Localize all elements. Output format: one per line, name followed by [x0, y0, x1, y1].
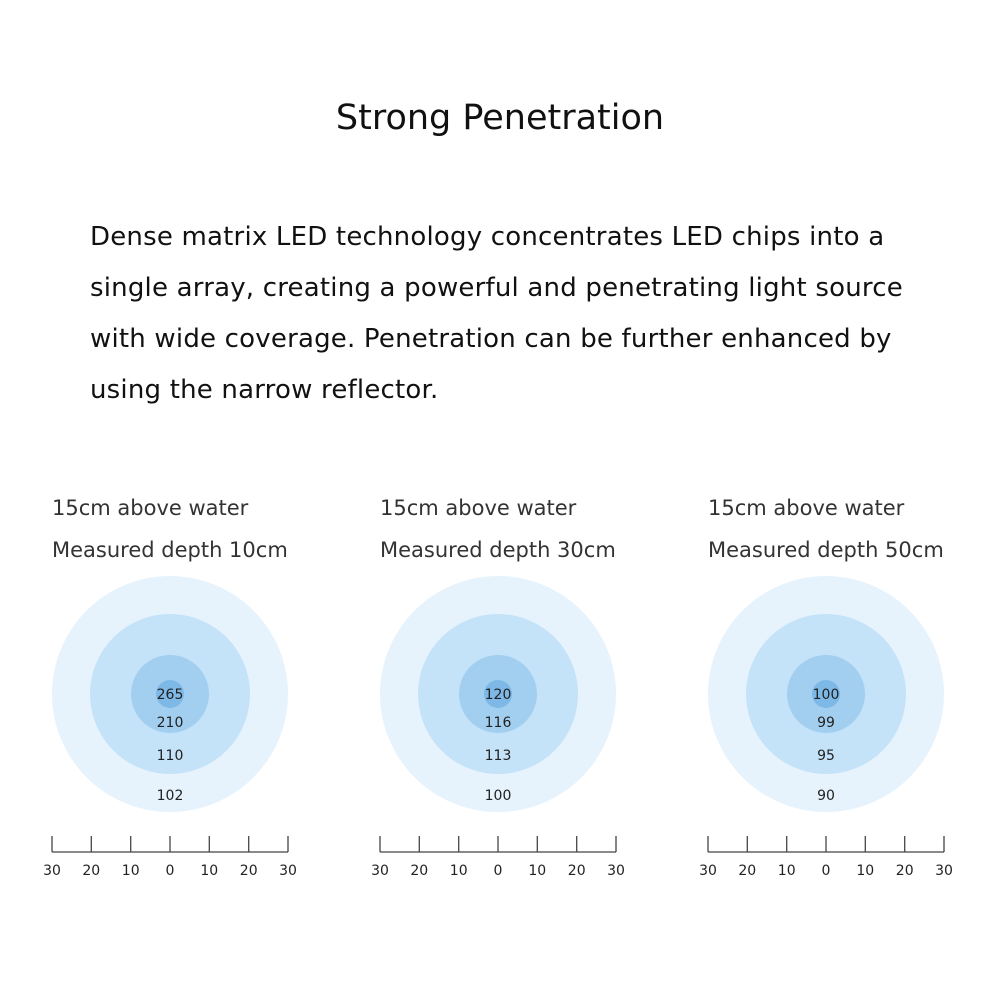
- scale-axis: [51, 836, 289, 853]
- value-outer: 100: [485, 788, 512, 804]
- tick-label: 10: [778, 863, 796, 879]
- value-mid: 95: [817, 748, 835, 764]
- height-label: 15cm above water: [52, 496, 249, 520]
- tick-label: 20: [410, 863, 428, 879]
- penetration-panel-depth-10cm: 15cm above water Measured depth 10cm 265…: [43, 490, 352, 890]
- tick-label: 30: [43, 863, 61, 879]
- value-inner: 210: [157, 715, 184, 731]
- height-label: 15cm above water: [708, 496, 905, 520]
- tick-label: 20: [240, 863, 258, 879]
- penetration-panel-depth-50cm: 15cm above water Measured depth 50cm 100…: [699, 490, 1000, 890]
- description-text: Dense matrix LED technology concentrates…: [90, 222, 903, 405]
- value-core: 100: [813, 687, 840, 703]
- light-spot-diagram: 265 210 110 102 30 20 10 0 10 20 30: [43, 576, 297, 879]
- tick-label: 30: [699, 863, 717, 879]
- tick-label: 10: [200, 863, 218, 879]
- value-core: 265: [157, 687, 184, 703]
- ring-core: [484, 680, 512, 708]
- height-label: 15cm above water: [380, 496, 577, 520]
- tick-label: 10: [122, 863, 140, 879]
- tick-label: 30: [371, 863, 389, 879]
- scale-axis: [707, 836, 945, 853]
- value-inner: 99: [817, 715, 835, 731]
- tick-label: 0: [166, 863, 175, 879]
- tick-label: 30: [607, 863, 625, 879]
- value-mid: 110: [157, 748, 184, 764]
- scale-axis: [379, 836, 617, 853]
- value-core: 120: [485, 687, 512, 703]
- depth-label: Measured depth 50cm: [708, 538, 944, 562]
- depth-label: Measured depth 10cm: [52, 538, 288, 562]
- light-spot-diagram: 120 116 113 100 30 20 10 0 10 20 30: [371, 576, 625, 879]
- tick-label: 0: [494, 863, 503, 879]
- tick-label: 10: [450, 863, 468, 879]
- value-inner: 116: [485, 715, 512, 731]
- value-outer: 90: [817, 788, 835, 804]
- ring-core: [812, 680, 840, 708]
- ring-core: [156, 680, 184, 708]
- value-mid: 113: [485, 748, 512, 764]
- depth-label: Measured depth 30cm: [380, 538, 616, 562]
- tick-label: 20: [568, 863, 586, 879]
- page-title: Strong Penetration: [335, 98, 665, 138]
- value-outer: 102: [157, 788, 184, 804]
- light-spot-diagram: 100 99 95 90 30 20 10 0 10 20 30: [699, 576, 953, 879]
- tick-label: 0: [822, 863, 831, 879]
- penetration-panel-depth-30cm: 15cm above water Measured depth 30cm 120…: [371, 490, 680, 890]
- tick-label: 30: [935, 863, 953, 879]
- tick-label: 10: [528, 863, 546, 879]
- tick-label: 20: [896, 863, 914, 879]
- tick-label: 10: [856, 863, 874, 879]
- tick-label: 20: [738, 863, 756, 879]
- tick-label: 20: [82, 863, 100, 879]
- tick-label: 30: [279, 863, 297, 879]
